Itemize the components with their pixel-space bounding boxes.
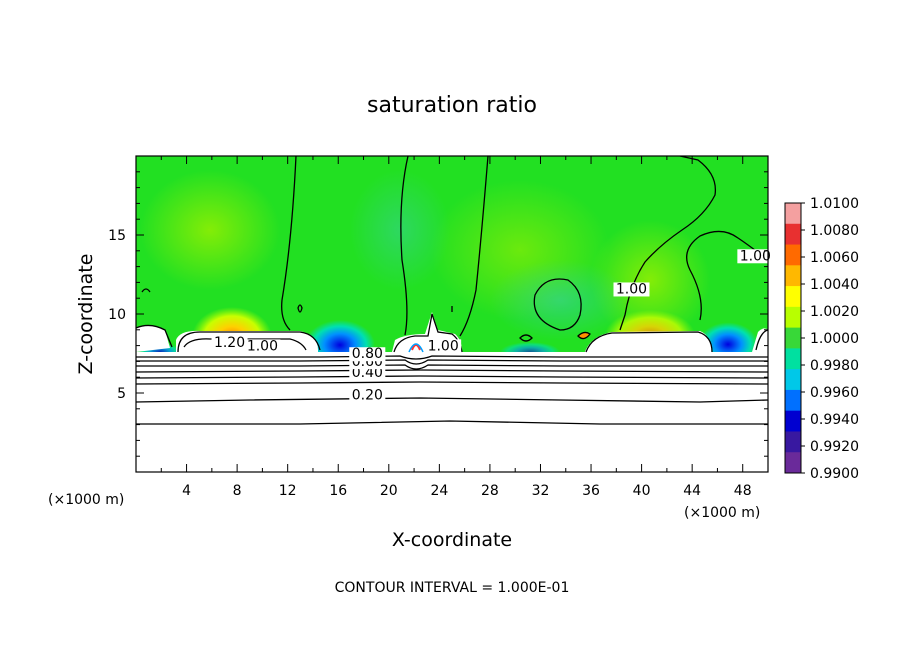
contour-label-bg xyxy=(349,347,386,362)
x-tick-label: 8 xyxy=(233,483,242,499)
contour-labels: 0.200.400.600.801.20 1.00 1.001.001.00 xyxy=(211,248,774,403)
colorbar-label: 1.0020 xyxy=(810,304,859,320)
contour-label: 0.20 xyxy=(352,387,383,403)
x-tick-label: 40 xyxy=(633,483,651,499)
contour-label: 1.00 xyxy=(428,338,459,354)
colorbar xyxy=(784,202,802,474)
colorbar-swatch xyxy=(785,203,801,225)
contour-lines xyxy=(136,156,768,425)
contour-label-bg xyxy=(425,339,462,354)
colorbar-label: 1.0060 xyxy=(810,250,859,266)
x-unit-left: (×1000 m) xyxy=(48,492,124,508)
colorbar-swatch xyxy=(785,306,801,329)
x-tick-label: 16 xyxy=(329,483,347,499)
colorbar-swatch xyxy=(785,452,801,474)
y-tick-label: 5 xyxy=(117,386,126,402)
colorbar-labels: 1.0100 1.0080 1.0060 1.0040 1.0020 1.0000 0.99… xyxy=(801,196,859,482)
y-tick-label: 10 xyxy=(108,307,126,323)
x-tick-label: 4 xyxy=(182,483,191,499)
colorbar-label: 0.9980 xyxy=(810,358,859,374)
colorbar-swatch xyxy=(785,410,801,432)
colorbar-label: 0.9940 xyxy=(810,412,859,428)
x-axis-label: X-coordinate xyxy=(392,529,512,551)
contour-label-bg xyxy=(613,282,650,297)
contour-label-bg xyxy=(244,339,281,354)
colorbar-label: 1.0080 xyxy=(810,223,859,239)
contour-label: 0.40 xyxy=(352,365,383,381)
contour-label: 1.00 xyxy=(740,248,771,264)
x-unit-right: (×1000 m) xyxy=(684,505,760,521)
colorbar-label: 1.0000 xyxy=(810,331,859,347)
contour-label-bg xyxy=(349,388,386,403)
x-axis-ticks: 4 8 12 16 20 24 28 32 36 40 44 48 xyxy=(160,156,752,499)
y-axis-label: Z-coordinate xyxy=(75,254,97,375)
x-tick-label: 12 xyxy=(279,483,297,499)
chart-title: saturation ratio xyxy=(367,93,537,118)
colorbar-label: 0.9960 xyxy=(810,385,859,401)
contour-label: 1.00 xyxy=(247,338,278,354)
x-tick-label: 20 xyxy=(380,483,398,499)
x-tick-label: 48 xyxy=(734,483,752,499)
colorbar-swatch xyxy=(785,431,801,453)
y-tick-label: 15 xyxy=(108,228,126,244)
contour-label-bg xyxy=(211,336,248,351)
contour-interval-note: CONTOUR INTERVAL = 1.000E-01 xyxy=(335,580,570,596)
colorbar-label: 1.0040 xyxy=(810,277,859,293)
colorbar-swatch xyxy=(785,389,801,412)
x-tick-label: 24 xyxy=(430,483,448,499)
x-tick-label: 44 xyxy=(683,483,701,499)
colorbar-swatch xyxy=(785,327,801,349)
colorbar-swatch xyxy=(785,286,801,308)
colorbar-swatch xyxy=(785,265,801,287)
colorbar-swatch xyxy=(785,244,801,266)
colorbar-swatch xyxy=(785,348,801,370)
colorbar-swatch xyxy=(785,369,801,391)
contour-label: 0.80 xyxy=(352,346,383,362)
contour-label: 1.00 xyxy=(616,281,647,297)
colorbar-swatch xyxy=(785,223,801,246)
contour-label-bg xyxy=(737,249,774,264)
contour-label-bg xyxy=(349,366,386,381)
colorbar-label: 0.9900 xyxy=(810,466,859,482)
y-axis-ticks: 5 10 15 xyxy=(108,171,768,457)
x-tick-label: 32 xyxy=(532,483,550,499)
contour-label: 1.20 xyxy=(214,335,245,351)
colorbar-label: 1.0100 xyxy=(810,196,859,212)
colorbar-label: 0.9920 xyxy=(810,439,859,455)
x-tick-label: 28 xyxy=(481,483,499,499)
x-tick-label: 36 xyxy=(582,483,600,499)
